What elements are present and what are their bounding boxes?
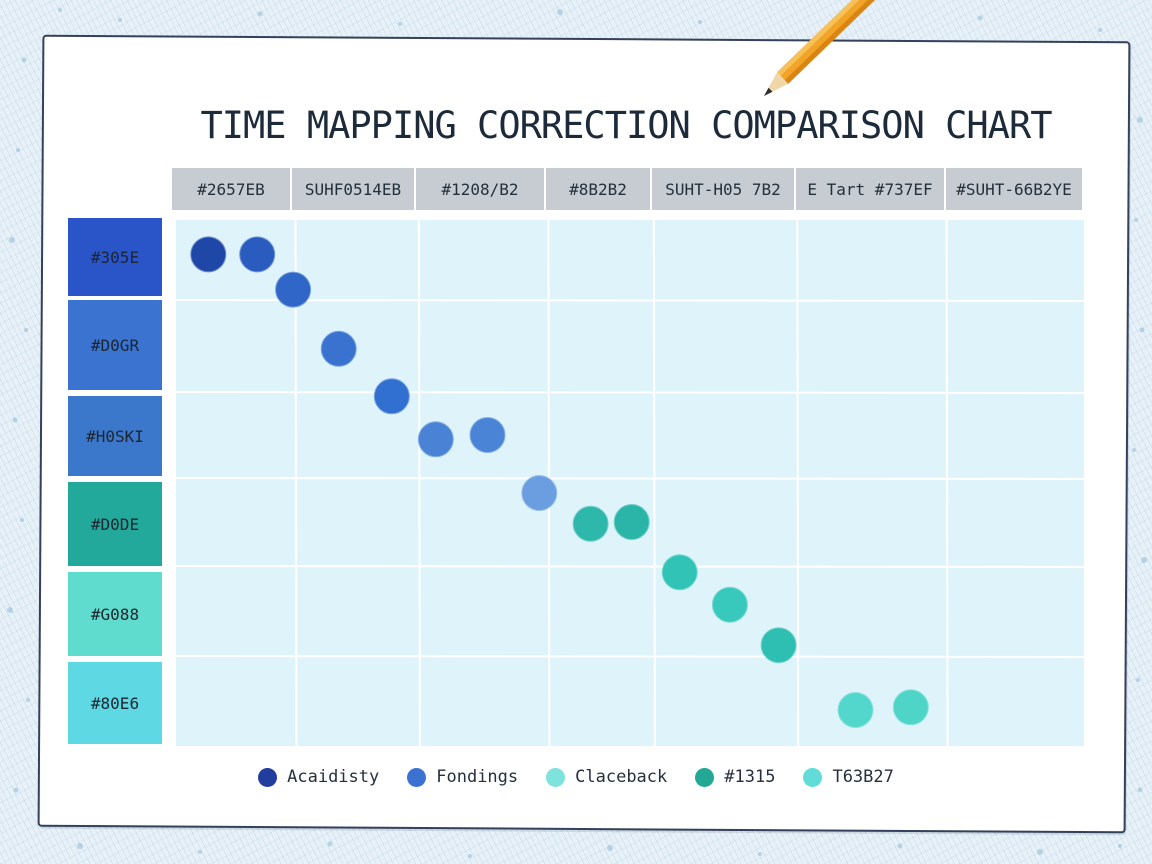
legend-swatch	[695, 767, 715, 787]
grid-line-horizontal	[176, 299, 1084, 302]
scatter-chart	[176, 220, 1084, 746]
legend-label: Acaidisty	[287, 767, 380, 787]
grid-line-horizontal	[176, 391, 1084, 394]
chart-legend: Acaidisty Fondings Claceback #1315 T63B27	[0, 762, 1152, 792]
column-header: #2657EB	[172, 168, 292, 210]
grid-line-vertical	[417, 220, 421, 746]
scatter-point	[572, 505, 609, 542]
scatter-point	[521, 475, 558, 511]
legend-item: Acaidisty	[258, 767, 379, 787]
legend-item: T63B27	[803, 767, 894, 787]
legend-label: Claceback	[575, 767, 668, 787]
grid-line-vertical	[796, 220, 800, 746]
pencil-illustration	[764, 0, 889, 96]
legend-label: #1315	[724, 767, 776, 787]
grid-line-horizontal	[176, 655, 1084, 658]
chart-title: TIME MAPPING CORRECTION COMPARISON CHART	[200, 104, 1052, 147]
legend-swatch	[407, 767, 427, 787]
scatter-point	[837, 692, 874, 728]
row-header: #D0DE	[68, 482, 162, 566]
column-header: #8B2B2	[546, 168, 652, 210]
legend-item: #1315	[695, 767, 775, 787]
row-header: #305E	[68, 218, 162, 296]
legend-item: Claceback	[546, 767, 667, 787]
scatter-point	[760, 627, 797, 664]
scatter-point	[275, 271, 312, 308]
row-header: #D0GR	[68, 300, 162, 390]
legend-swatch	[258, 767, 278, 787]
row-header: #H0SKI	[68, 396, 162, 476]
plot-area	[176, 220, 1084, 746]
column-header: SUHT-H05 7B2	[652, 168, 796, 210]
scatter-point	[613, 504, 650, 540]
legend-item: Fondings	[407, 767, 518, 787]
row-header: #G088	[68, 572, 162, 656]
scatter-point	[190, 236, 227, 273]
scatter-point	[661, 554, 698, 591]
column-header: #1208/B2	[416, 168, 546, 210]
column-header: #SUHT-66B2YE	[946, 168, 1084, 210]
scatter-point	[711, 586, 748, 623]
grid-line-vertical	[945, 220, 949, 746]
scatter-point	[320, 330, 357, 367]
scatter-point	[892, 689, 929, 726]
grid-line-vertical	[294, 220, 298, 746]
legend-swatch	[803, 767, 823, 787]
row-header: #80E6	[68, 662, 162, 744]
grid-line-horizontal	[176, 565, 1084, 568]
grid-line-vertical	[652, 220, 656, 746]
scatter-point	[469, 417, 506, 453]
scatter-point	[373, 378, 410, 415]
legend-swatch	[546, 767, 566, 787]
column-header: SUHF0514EB	[292, 168, 416, 210]
grid-line-horizontal	[176, 477, 1084, 480]
legend-label: Fondings	[436, 767, 519, 787]
scatter-point	[417, 421, 454, 458]
legend-label: T63B27	[832, 767, 894, 787]
scatter-point	[239, 236, 276, 273]
column-header: E Tart #737EF	[796, 168, 946, 210]
